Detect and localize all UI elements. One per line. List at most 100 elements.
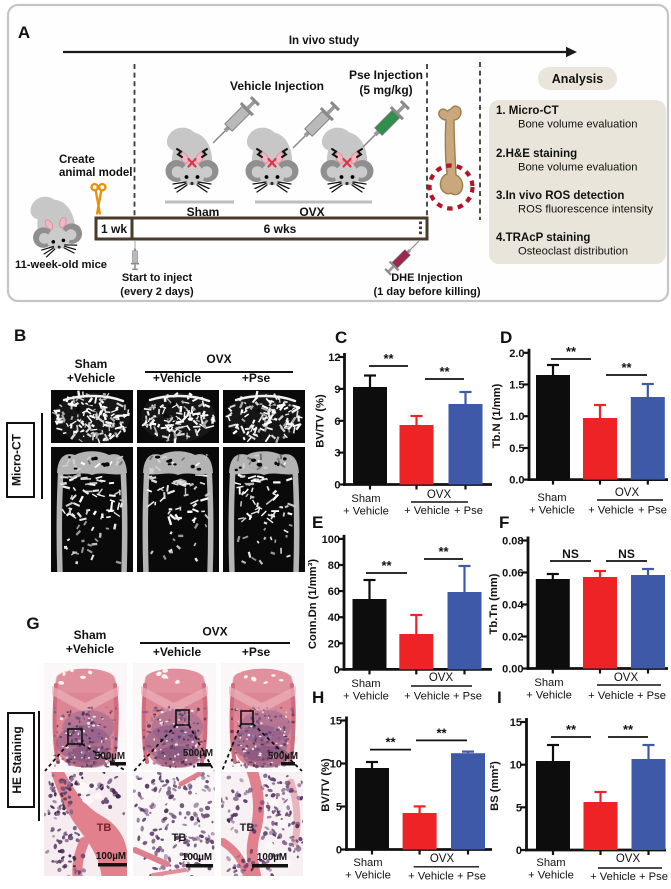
svg-text:0.5: 0.5 bbox=[509, 443, 524, 455]
svg-text:1. Micro-CT: 1. Micro-CT bbox=[496, 105, 559, 117]
svg-text:+Vehicle: +Vehicle bbox=[153, 371, 202, 385]
svg-text:5: 5 bbox=[336, 802, 342, 814]
svg-text:D: D bbox=[500, 328, 512, 347]
svg-text:0: 0 bbox=[516, 845, 522, 857]
svg-text:+Pse: +Pse bbox=[242, 645, 271, 659]
svg-text:**: ** bbox=[438, 544, 449, 559]
svg-text:OVX: OVX bbox=[202, 625, 227, 639]
svg-text:2.H&E staining: 2.H&E staining bbox=[496, 148, 577, 160]
svg-text:Sham: Sham bbox=[351, 493, 380, 505]
svg-text:20: 20 bbox=[328, 638, 340, 650]
svg-text:Analysis: Analysis bbox=[552, 72, 603, 86]
svg-text:0: 0 bbox=[334, 480, 340, 492]
svg-text:+Vehicle: +Vehicle bbox=[66, 642, 115, 656]
svg-text:11-week-old mice: 11-week-old mice bbox=[15, 259, 107, 271]
svg-text:100µM: 100µM bbox=[96, 851, 126, 862]
svg-text:B: B bbox=[14, 326, 26, 345]
svg-text:BV/TV (%): BV/TV (%) bbox=[315, 394, 327, 448]
svg-text:+ Vehicle: + Vehicle bbox=[343, 691, 389, 703]
svg-text:Micro-CT: Micro-CT bbox=[10, 433, 24, 486]
svg-text:Sham: Sham bbox=[75, 357, 108, 371]
svg-text:(1 day before killing): (1 day before killing) bbox=[374, 286, 481, 298]
svg-text:animal model: animal model bbox=[59, 167, 133, 179]
svg-text:100µM: 100µM bbox=[182, 852, 212, 863]
svg-text:Tb.Tn (mm): Tb.Tn (mm) bbox=[488, 573, 500, 634]
svg-text:6: 6 bbox=[334, 416, 340, 428]
svg-text:5: 5 bbox=[516, 802, 522, 814]
svg-text:(every 2 days): (every 2 days) bbox=[120, 286, 194, 298]
svg-text:**: ** bbox=[566, 722, 577, 737]
svg-text:+ Vehicle: + Vehicle bbox=[528, 870, 574, 882]
svg-text:+ Vehicle: + Vehicle bbox=[404, 505, 450, 517]
svg-text:OVX: OVX bbox=[614, 672, 639, 684]
svg-text:100µM: 100µM bbox=[257, 852, 287, 863]
svg-text:+ Pse: + Pse bbox=[639, 871, 668, 883]
svg-text:+ Pse: + Pse bbox=[453, 691, 482, 703]
svg-text:1.5: 1.5 bbox=[509, 380, 524, 392]
svg-text:Sham: Sham bbox=[353, 857, 382, 869]
svg-text:Vehicle Injection: Vehicle Injection bbox=[230, 79, 324, 93]
svg-text:BV/TV (%): BV/TV (%) bbox=[320, 758, 332, 812]
svg-text:Sham: Sham bbox=[534, 677, 563, 689]
svg-text:+ Vehicle: + Vehicle bbox=[590, 871, 636, 883]
svg-text:OVX: OVX bbox=[206, 352, 231, 366]
svg-text:0.08: 0.08 bbox=[502, 536, 523, 548]
svg-text:40: 40 bbox=[328, 612, 340, 624]
svg-text:0.06: 0.06 bbox=[502, 568, 523, 580]
svg-text:G: G bbox=[26, 614, 39, 633]
svg-text:15: 15 bbox=[330, 716, 342, 728]
svg-text:**: ** bbox=[385, 735, 396, 750]
svg-text:In vivo study: In vivo study bbox=[289, 35, 360, 47]
svg-text:+ Vehicle: + Vehicle bbox=[588, 690, 634, 702]
svg-text:80: 80 bbox=[328, 560, 340, 572]
svg-text:Pse Injection: Pse Injection bbox=[349, 68, 423, 82]
svg-text:Create: Create bbox=[59, 154, 95, 166]
svg-text:+ Vehicle: + Vehicle bbox=[345, 870, 391, 882]
svg-text:Bone volume evaluation: Bone volume evaluation bbox=[518, 119, 637, 131]
svg-text:1.0: 1.0 bbox=[509, 411, 524, 423]
svg-text:10: 10 bbox=[510, 760, 522, 772]
svg-text:NS: NS bbox=[562, 547, 579, 561]
svg-text:Tb.N (1/mm): Tb.N (1/mm) bbox=[491, 383, 503, 448]
svg-text:OVX: OVX bbox=[429, 672, 454, 684]
svg-text:12: 12 bbox=[328, 352, 340, 364]
svg-text:+ Vehicle: + Vehicle bbox=[408, 871, 454, 883]
svg-text:+ Vehicle: + Vehicle bbox=[404, 691, 450, 703]
svg-text:**: ** bbox=[566, 344, 577, 359]
svg-text:500µM: 500µM bbox=[268, 751, 298, 762]
svg-text:+ Vehicle: + Vehicle bbox=[526, 690, 572, 702]
svg-text:+ Vehicle: + Vehicle bbox=[529, 505, 575, 517]
svg-text:9: 9 bbox=[334, 384, 340, 396]
svg-text:1 wk: 1 wk bbox=[101, 222, 127, 236]
svg-text:HE Staining: HE Staining bbox=[10, 726, 24, 793]
svg-text:**: ** bbox=[383, 351, 394, 366]
svg-text:Start to inject: Start to inject bbox=[122, 272, 193, 284]
svg-text:+ Pse: + Pse bbox=[454, 505, 483, 517]
svg-text:15: 15 bbox=[510, 717, 522, 729]
svg-text:Osteoclast distribution: Osteoclast distribution bbox=[518, 246, 628, 258]
svg-text:TB: TB bbox=[97, 822, 112, 834]
svg-text:Conn.Dn (1/mm³): Conn.Dn (1/mm³) bbox=[307, 559, 319, 649]
svg-text:E: E bbox=[312, 513, 323, 532]
svg-text:**: ** bbox=[381, 558, 392, 573]
svg-text:500µM: 500µM bbox=[95, 751, 125, 762]
svg-text:2.0: 2.0 bbox=[509, 348, 524, 360]
svg-text:3.In vivo ROS detection: 3.In vivo ROS detection bbox=[496, 190, 624, 202]
svg-text:+ Vehicle: + Vehicle bbox=[343, 506, 389, 518]
svg-text:**: ** bbox=[436, 725, 447, 740]
svg-text:**: ** bbox=[621, 360, 632, 375]
svg-text:+Pse: +Pse bbox=[242, 371, 271, 385]
svg-text:0.0: 0.0 bbox=[509, 475, 524, 487]
svg-text:0.02: 0.02 bbox=[502, 632, 523, 644]
svg-text:+ Vehicle: + Vehicle bbox=[588, 505, 634, 517]
svg-text:DHE Injection: DHE Injection bbox=[391, 272, 463, 284]
svg-text:ROS fluorescence intensity: ROS fluorescence intensity bbox=[518, 204, 653, 216]
svg-text:60: 60 bbox=[328, 586, 340, 598]
svg-text:4.TRAcP staining: 4.TRAcP staining bbox=[496, 232, 590, 244]
svg-text:Bone volume evaluation: Bone volume evaluation bbox=[518, 162, 637, 174]
svg-text:+Vehicle: +Vehicle bbox=[67, 371, 116, 385]
svg-text:**: ** bbox=[439, 364, 450, 379]
svg-text:100: 100 bbox=[322, 534, 340, 546]
svg-text:**: ** bbox=[623, 722, 634, 737]
svg-text:Sham: Sham bbox=[74, 628, 107, 642]
